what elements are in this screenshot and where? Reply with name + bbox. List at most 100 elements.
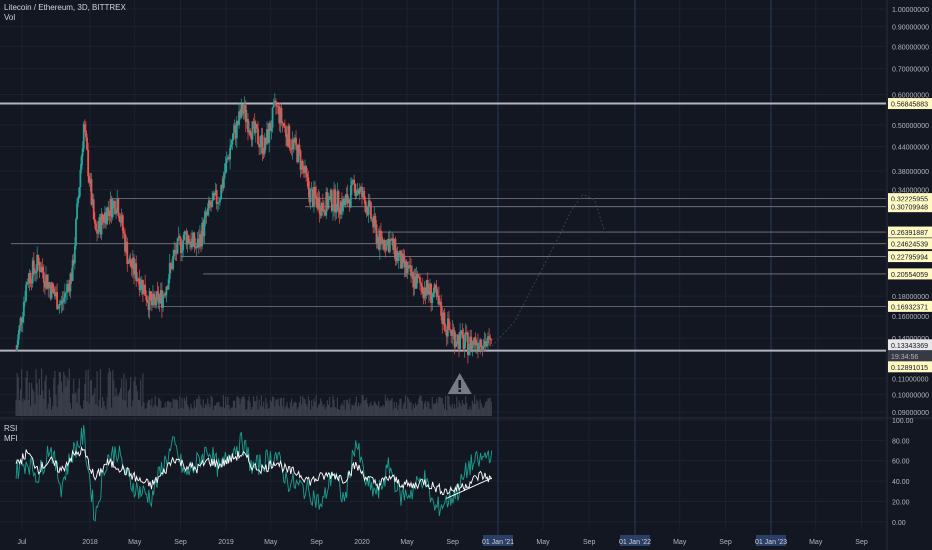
- candle-body: [314, 186, 316, 196]
- price-label-text: 0.13343369: [891, 343, 928, 350]
- volume-bar: [263, 401, 265, 416]
- volume-bar: [476, 399, 478, 416]
- level-label: 0.32225955: [888, 193, 932, 205]
- volume-bar: [211, 397, 213, 416]
- price-tick-label: 0.44000000: [892, 144, 929, 151]
- volume-bar: [119, 388, 122, 416]
- level-label-box: [888, 98, 932, 110]
- volume-bar: [332, 395, 334, 416]
- volume-bar: [342, 405, 344, 416]
- price-tick-label: 1.00000000: [892, 7, 929, 14]
- volume-bar: [144, 409, 146, 416]
- volume-bar: [198, 395, 200, 416]
- candle-body: [440, 301, 443, 316]
- volume-bar: [371, 406, 373, 416]
- candle-body: [133, 257, 135, 275]
- candle-body: [92, 199, 95, 220]
- price-label: 0.13343369: [888, 339, 932, 351]
- candle-body: [205, 212, 208, 216]
- candle-body: [404, 261, 407, 268]
- candle-body: [145, 295, 148, 300]
- volume-bar: [320, 398, 322, 416]
- candle-body: [452, 329, 455, 331]
- volume-bar: [334, 407, 336, 416]
- volume-bar: [418, 398, 420, 416]
- volume-bar: [65, 386, 67, 416]
- volume-bar: [312, 405, 314, 416]
- volume-bar: [28, 382, 30, 416]
- candle-body: [34, 270, 36, 274]
- time-tick-label: May: [400, 539, 414, 546]
- candle-body: [226, 157, 229, 159]
- volume-bar: [31, 382, 33, 416]
- volume-bar: [277, 398, 279, 416]
- volume-bar: [429, 408, 431, 416]
- volume-bar: [385, 400, 388, 416]
- candle-body: [460, 330, 463, 333]
- volume-bar: [299, 396, 302, 416]
- volume-bar: [58, 371, 60, 416]
- candle-body: [144, 284, 147, 296]
- candle-body: [24, 300, 26, 303]
- volume-bar: [170, 402, 172, 416]
- volume-bar: [72, 393, 74, 416]
- candle-body: [44, 282, 46, 288]
- candle-body: [456, 334, 459, 345]
- candle-body: [19, 317, 22, 326]
- volume-bar: [221, 407, 223, 416]
- candle-body: [326, 192, 329, 209]
- vol-label: Vol: [4, 13, 16, 22]
- volume-bar: [113, 380, 115, 416]
- candle-body: [333, 189, 335, 208]
- volume-bar: [94, 387, 96, 416]
- candle-body: [406, 267, 409, 273]
- volume-bar: [55, 394, 57, 416]
- volume-bar: [179, 396, 181, 416]
- candle-body: [40, 266, 43, 273]
- time-tick-label: Sep: [174, 539, 187, 546]
- candle-body: [334, 189, 337, 213]
- candle-body: [194, 246, 197, 248]
- volume-bar: [462, 403, 465, 416]
- candle-body: [71, 259, 74, 281]
- candle-body: [46, 274, 49, 289]
- candle-body: [154, 299, 157, 306]
- candle-body: [419, 276, 421, 283]
- candle-body: [169, 263, 172, 265]
- time-axis: Jul 2018 May Sep 2019 May Sep 2020 May Sep 01 Jan …: [18, 535, 868, 546]
- candle-body: [376, 236, 379, 244]
- candle-body: [86, 137, 88, 150]
- volume-bar: [154, 396, 156, 416]
- volume-bar: [162, 407, 164, 416]
- candle-body: [272, 103, 275, 108]
- volume-bar: [293, 402, 295, 416]
- volume-bar: [379, 407, 381, 416]
- candle-body: [402, 253, 405, 256]
- candle-body: [138, 279, 141, 291]
- volume-bar: [405, 408, 408, 416]
- candle-body: [335, 211, 338, 213]
- volume-bar: [276, 400, 278, 416]
- candle-body: [85, 130, 87, 138]
- candle-body: [200, 234, 202, 247]
- candle-body: [449, 329, 451, 331]
- volume-bar: [365, 397, 368, 416]
- candle-body: [458, 334, 460, 349]
- candle-body: [373, 216, 376, 228]
- mfi-line: [15, 424, 493, 522]
- candle-body: [250, 135, 253, 140]
- candle-body: [137, 278, 140, 280]
- candle-body: [342, 199, 344, 212]
- volume-bar: [397, 409, 399, 416]
- candle-body: [273, 100, 276, 104]
- candle-body: [290, 147, 293, 150]
- candle-body: [139, 286, 142, 291]
- candle-body: [37, 254, 40, 262]
- candle-body: [260, 135, 263, 145]
- volume-bar: [432, 404, 434, 416]
- volume-bar: [138, 399, 141, 416]
- volume-bar: [280, 397, 283, 416]
- candle-body: [349, 185, 352, 208]
- candle-body: [487, 336, 489, 344]
